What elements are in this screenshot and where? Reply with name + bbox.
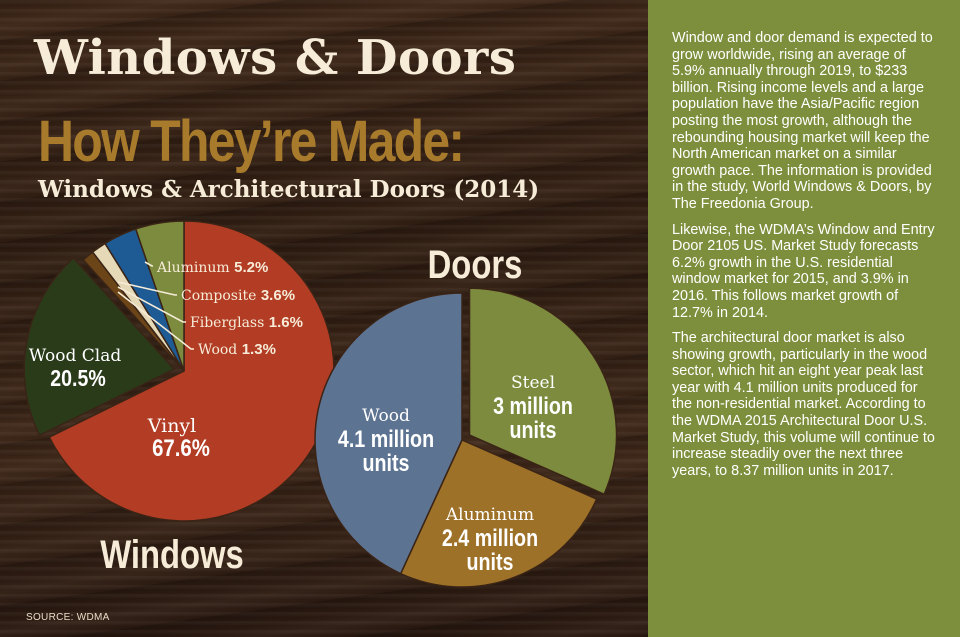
windows-slice-vinyl xyxy=(48,220,335,522)
windows-label-composite-value: 3.6% xyxy=(261,287,295,304)
windows-label-vinyl-name: Vinyl xyxy=(147,415,197,437)
doors-label-aluminum-value: 2.4 million xyxy=(442,524,538,551)
windows-label-fiberglass-name: Fiberglass xyxy=(190,315,269,331)
doors-label-steel-name: Steel xyxy=(511,373,555,393)
side-panel xyxy=(648,0,960,637)
windows-label-wood-clad-value: 20.5% xyxy=(50,366,105,392)
windows-label-wood-name: Wood xyxy=(198,342,242,358)
windows-leader-composite xyxy=(117,281,177,296)
windows-label-composite-name: Composite xyxy=(181,288,261,304)
doors-label-aluminum-name: Aluminum xyxy=(445,505,534,525)
windows-title: Windows xyxy=(100,532,244,577)
paragraph-3: The architectural door market is also sh… xyxy=(672,330,935,479)
doors-slice-wood xyxy=(314,292,463,575)
doors-label-wood-unit: units xyxy=(363,449,410,476)
doors-label-aluminum-unit: units xyxy=(467,548,514,575)
doors-label-wood-value: 4.1 million xyxy=(338,425,434,452)
doors-title: Doors xyxy=(428,242,523,287)
paragraph-2: Likewise, the WDMA’s Window and Entry Do… xyxy=(672,221,935,321)
paragraph-1: Window and door demand is expected to gr… xyxy=(672,30,933,212)
windows-label-aluminum-value: 5.2% xyxy=(234,259,268,276)
windows-label-fiberglass: Fiberglass 1.6% xyxy=(190,314,303,331)
doors-label-steel-value: 3 million xyxy=(493,392,573,419)
source-note: SOURCE: WDMA xyxy=(26,612,110,623)
chart-caption: Windows & Architectural Doors (2014) xyxy=(38,176,540,203)
windows-label-wood: Wood 1.3% xyxy=(198,341,276,358)
page-subtitle: How They’re Made: xyxy=(38,109,465,174)
windows-leader-aluminum xyxy=(144,261,153,267)
windows-label-wood-clad-name: Wood Clad xyxy=(29,346,122,366)
windows-label-wood-value: 1.3% xyxy=(242,341,276,358)
windows-label-fiberglass-value: 1.6% xyxy=(269,314,303,331)
doors-label-steel-unit: units xyxy=(510,416,557,443)
doors-slice-steel xyxy=(468,287,618,496)
doors-slice-aluminum xyxy=(399,439,598,588)
article-text: Window and door demand is expected to gr… xyxy=(672,30,940,488)
windows-leader-fiberglass xyxy=(117,286,186,323)
windows-leader-wood xyxy=(117,291,194,350)
doors-label-wood-name: Wood xyxy=(362,406,410,426)
windows-label-vinyl-value: 67.6% xyxy=(152,434,210,461)
windows-slice-wood-clad xyxy=(23,256,176,437)
windows-label-aluminum-name: Aluminum xyxy=(156,260,234,276)
windows-label-aluminum: Aluminum 5.2% xyxy=(156,259,268,276)
windows-label-composite: Composite 3.6% xyxy=(181,287,295,304)
page-title: Windows & Doors xyxy=(34,30,517,86)
